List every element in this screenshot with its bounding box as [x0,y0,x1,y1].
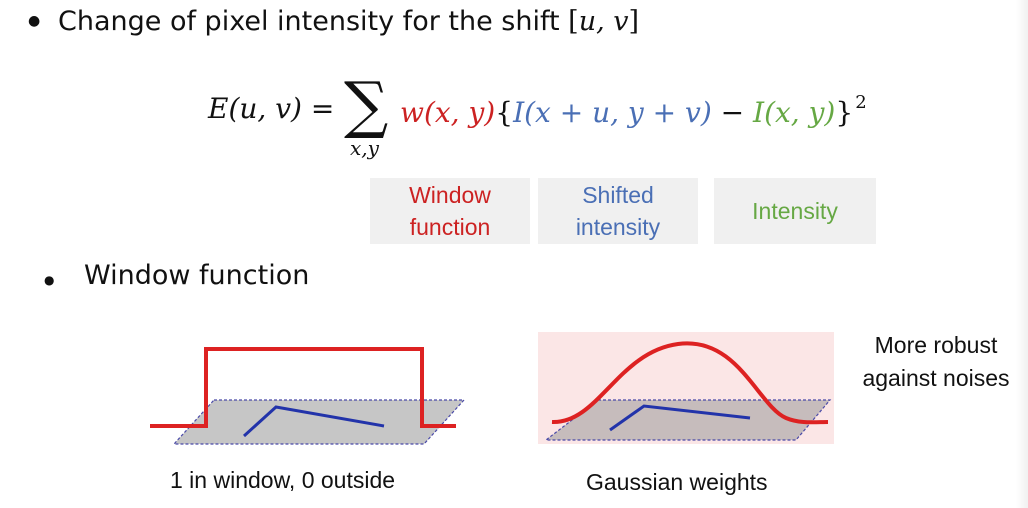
brace-close: } [835,96,854,129]
shifted-term: I(x + u, y + v) [513,96,712,129]
shift-variables: u, v [578,6,629,37]
gaussian-window-figure [538,332,834,444]
intensity-label: Intensity [714,178,876,244]
robustness-note: More robust against noises [862,332,1010,392]
main-bullet-label: Change of pixel intensity for the shift [58,6,569,37]
patch-edge-line [609,404,751,432]
gaussian-window-caption: Gaussian weights [586,469,768,495]
summation-subscript: x,y [350,136,379,160]
exponent: 2 [855,92,867,113]
equation-lhs: E(u, v) = [208,92,335,125]
bullet-dot-1: ● [28,13,41,29]
image-patch-plane [544,399,832,441]
box-window-curve [150,347,456,428]
minus-sign: − [711,96,754,129]
summation-symbol: ∑ [344,68,389,141]
right-edge-shadow [1016,0,1028,508]
gaussian-window-curve [551,341,829,425]
box-window-figure [134,330,474,450]
equation-rhs: w(x, y){I(x + u, y + v) − I(x, y)} 2 [400,92,867,129]
brace-open: { [495,96,514,129]
window-function-heading: Window function [84,260,310,291]
shifted-intensity-label: Shifted intensity [538,178,698,244]
shift-bracket-close: ] [628,6,640,37]
energy-equation: E(u, v) = ∑ x,y w(x, y){I(x + u, y + v) … [208,74,888,172]
window-term: w(x, y) [400,96,496,129]
shift-bracket-open: [ [568,6,579,37]
patch-edge-line [242,405,385,438]
box-window-caption: 1 in window, 0 outside [170,467,396,493]
main-bullet-text: Change of pixel intensity for the shift … [58,6,639,38]
intensity-term: I(x, y) [753,96,836,129]
window-function-label: Window function [370,178,530,244]
bullet-dot-2: ● [44,273,55,287]
